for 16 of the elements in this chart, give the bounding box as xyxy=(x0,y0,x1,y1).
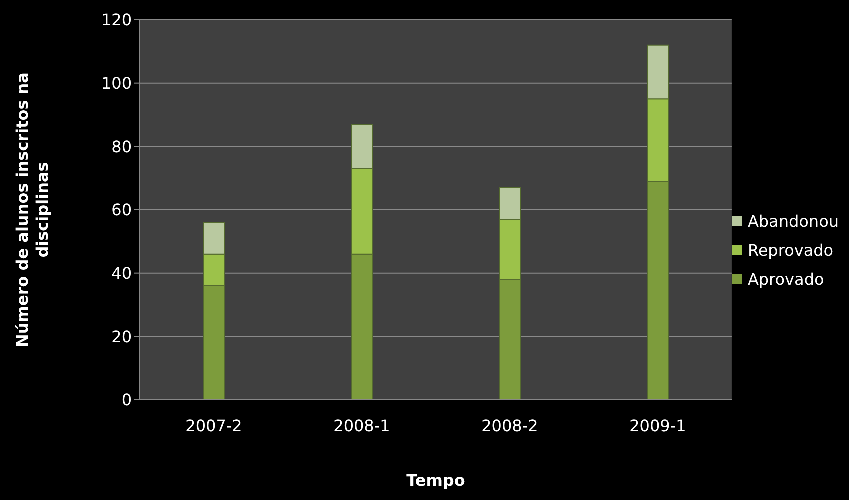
y-tick-label: 120 xyxy=(101,10,132,30)
y-tick-label: 0 xyxy=(122,390,132,410)
y-tick-label: 20 xyxy=(112,327,132,346)
y-tick-label: 100 xyxy=(101,74,132,94)
x-tick-label: 2009-1 xyxy=(630,416,686,436)
y-axis-title: Número de alunos inscritos na disciplinas xyxy=(13,72,52,348)
x-tick-label: 2008-1 xyxy=(334,416,390,436)
y-tick-label: 40 xyxy=(112,264,132,284)
legend-label: Abandonou xyxy=(748,212,839,230)
x-tick-label: 2007-2 xyxy=(186,416,242,436)
y-tick-label: 60 xyxy=(112,200,132,220)
x-axis-title: Tempo xyxy=(406,471,466,490)
x-tick-label: 2008-2 xyxy=(482,416,538,436)
legend-label: Aprovado xyxy=(748,270,824,288)
y-tick-label: 80 xyxy=(112,137,132,156)
legend-label: Reprovado xyxy=(748,240,834,260)
